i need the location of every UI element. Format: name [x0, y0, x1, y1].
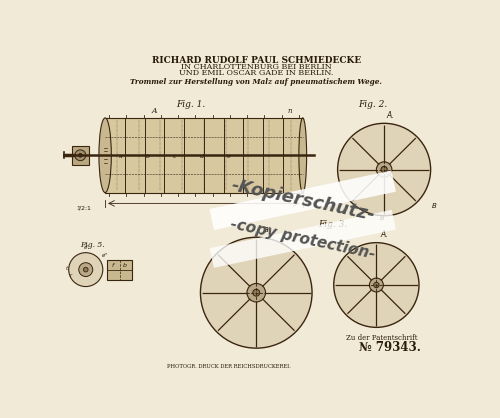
- Text: PHOTOGR. DRUCK DER REICHSDRUCKEREI.: PHOTOGR. DRUCK DER REICHSDRUCKEREI.: [167, 364, 291, 369]
- Bar: [105, 118, 303, 193]
- Circle shape: [376, 162, 392, 177]
- Circle shape: [84, 267, 88, 272]
- Text: d: d: [200, 154, 204, 159]
- Text: RICHARD RUDOLF PAUL SCHMIEDECKE: RICHARD RUDOLF PAUL SCHMIEDECKE: [152, 56, 361, 65]
- Circle shape: [253, 289, 260, 296]
- Text: t: t: [66, 265, 68, 270]
- Text: Fig. 3.: Fig. 3.: [318, 219, 348, 229]
- Circle shape: [374, 282, 379, 288]
- Text: A: A: [152, 107, 157, 115]
- Text: a: a: [264, 225, 268, 234]
- Circle shape: [381, 166, 387, 173]
- Text: Fig. 1.: Fig. 1.: [176, 100, 205, 109]
- Text: B: B: [432, 203, 437, 209]
- Text: Fig. 2.: Fig. 2.: [358, 100, 387, 109]
- Text: B: B: [380, 214, 385, 221]
- Text: $\mathdefault{1\!/\!2}$:1: $\mathdefault{1\!/\!2}$:1: [76, 204, 92, 212]
- Circle shape: [370, 278, 384, 292]
- Circle shape: [68, 252, 103, 287]
- Text: Zu der Patentschrift: Zu der Patentschrift: [346, 334, 418, 342]
- Text: A.: A.: [386, 111, 394, 120]
- Text: IN CHARLOTTENBURG BEI BERLIN: IN CHARLOTTENBURG BEI BERLIN: [181, 63, 332, 71]
- Text: -copy protection-: -copy protection-: [229, 216, 376, 262]
- Circle shape: [78, 153, 82, 157]
- Text: Trommel zur Herstellung von Malz auf pneumatischem Wege.: Trommel zur Herstellung von Malz auf pne…: [130, 78, 382, 86]
- Text: Fig. 5.: Fig. 5.: [80, 241, 104, 249]
- Circle shape: [338, 123, 430, 216]
- Bar: [108, 260, 132, 280]
- Text: b: b: [123, 263, 127, 268]
- Text: f: f: [112, 263, 114, 268]
- Text: n: n: [287, 107, 292, 115]
- Circle shape: [75, 150, 86, 161]
- Text: e': e': [84, 245, 88, 250]
- Circle shape: [200, 237, 312, 348]
- Circle shape: [79, 263, 92, 277]
- Text: c: c: [173, 154, 176, 159]
- Text: -Kopierschutz-: -Kopierschutz-: [229, 176, 376, 224]
- Polygon shape: [210, 210, 396, 268]
- Text: UND EMIL OSCAR GADE IN BERLIN.: UND EMIL OSCAR GADE IN BERLIN.: [179, 69, 334, 77]
- Text: r: r: [70, 273, 72, 278]
- Text: e: e: [227, 154, 231, 159]
- Circle shape: [247, 283, 266, 302]
- Ellipse shape: [99, 118, 112, 193]
- Ellipse shape: [299, 118, 306, 193]
- Text: b: b: [146, 154, 150, 159]
- Text: A.: A.: [380, 230, 388, 239]
- Text: e'': e'': [101, 252, 107, 257]
- Text: № 79343.: № 79343.: [358, 341, 420, 354]
- Bar: [72, 146, 89, 165]
- Polygon shape: [210, 171, 396, 230]
- Circle shape: [334, 243, 419, 327]
- Text: a: a: [118, 154, 122, 159]
